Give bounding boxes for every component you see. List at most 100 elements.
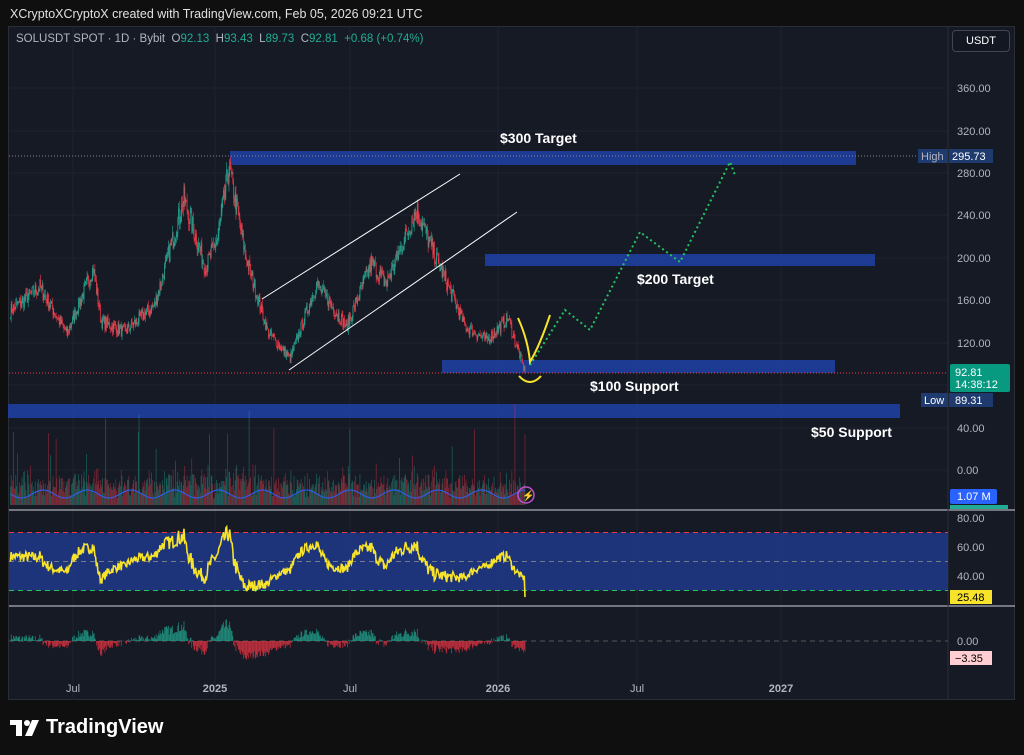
- macd-histogram-bar: [267, 641, 269, 652]
- macd-histogram-bar: [172, 634, 174, 641]
- candle-body: [384, 280, 386, 286]
- macd-histogram-bar: [266, 641, 268, 653]
- candle-body: [210, 253, 211, 258]
- macd-histogram-bar: [464, 641, 466, 650]
- candle-body: [161, 284, 162, 287]
- macd-histogram-bar: [474, 641, 475, 646]
- volume-bar: [285, 472, 286, 505]
- candle-body: [318, 281, 320, 284]
- macd-histogram-bar: [156, 639, 158, 641]
- volume-bar: [487, 493, 489, 505]
- macd-histogram-bar: [222, 624, 224, 641]
- volume-bar: [73, 477, 75, 505]
- candle-body: [241, 224, 242, 231]
- candle-body: [118, 323, 120, 335]
- macd-histogram-bar: [306, 629, 307, 641]
- volume-bar: [127, 479, 128, 505]
- macd-histogram-bar: [104, 641, 106, 653]
- macd-histogram-bar: [413, 629, 415, 641]
- macd-histogram-bar: [440, 641, 442, 648]
- volume-bar: [424, 482, 426, 505]
- volume-bar: [229, 471, 231, 505]
- candle-body: [351, 317, 353, 322]
- candle-body: [435, 261, 437, 264]
- candle-body: [458, 310, 460, 319]
- macd-histogram-bar: [408, 633, 410, 641]
- macd-histogram-bar: [254, 641, 255, 652]
- volume-bar: [314, 486, 316, 505]
- candle-body: [481, 335, 482, 338]
- volume-bar: [75, 473, 76, 505]
- candle-body: [155, 295, 157, 305]
- macd-histogram-bar: [68, 641, 69, 647]
- volume-bar: [64, 492, 65, 505]
- volume-bar: [257, 483, 258, 505]
- macd-histogram-bar: [375, 641, 377, 644]
- volume-bar: [313, 484, 314, 505]
- volume-bar: [262, 483, 264, 505]
- yellow-smile-drawing: [518, 375, 542, 383]
- symbol-name[interactable]: SOLUSDT SPOT · 1D · Bybit: [16, 33, 166, 45]
- macd-histogram-bar: [249, 641, 251, 654]
- volume-bar: [13, 431, 14, 505]
- volume-bar: [437, 482, 439, 505]
- volume-bar: [164, 471, 165, 505]
- volume-bar: [83, 471, 85, 505]
- candle-body: [270, 330, 272, 333]
- macd-histogram-bar: [127, 640, 128, 641]
- macd-histogram-bar: [95, 639, 96, 641]
- macd-histogram-bar: [309, 631, 310, 641]
- candle-body: [107, 317, 109, 324]
- macd-histogram-bar: [325, 641, 327, 642]
- candle-body: [160, 282, 162, 287]
- candle-body: [374, 261, 375, 267]
- macd-histogram-bar: [279, 641, 281, 649]
- macd-histogram-bar: [85, 630, 86, 641]
- volume-bar: [97, 468, 99, 505]
- macd-histogram-bar: [18, 637, 20, 641]
- volume-bar: [440, 491, 442, 505]
- candle-body: [131, 320, 133, 325]
- currency-button[interactable]: USDT: [952, 30, 1010, 52]
- candle-body: [125, 327, 127, 332]
- candle-body: [104, 317, 106, 330]
- candle-body: [232, 171, 234, 181]
- candle-body: [120, 325, 122, 337]
- candle-body: [326, 293, 327, 296]
- macd-histogram-bar: [519, 641, 520, 652]
- macd-histogram-bar: [310, 634, 312, 641]
- volume-bar: [465, 479, 467, 505]
- macd-histogram-bar: [366, 632, 368, 641]
- candle-body: [396, 250, 397, 261]
- volume-bar: [246, 479, 248, 505]
- volume-bar: [203, 473, 205, 505]
- candle-body: [179, 221, 181, 223]
- candle-body: [227, 180, 229, 184]
- volume-bar: [256, 485, 258, 505]
- rsi-tick: 40.00: [957, 571, 985, 583]
- candle-body: [244, 245, 245, 250]
- candle-body: [21, 298, 23, 304]
- volume-bar: [100, 484, 102, 505]
- macd-histogram-bar: [136, 639, 138, 641]
- macd-histogram-bar: [523, 641, 525, 650]
- candle-body: [217, 234, 219, 239]
- candle-body: [452, 289, 454, 293]
- volume-bar: [360, 490, 362, 505]
- macd-histogram-bar: [87, 631, 89, 641]
- macd-histogram-bar: [506, 637, 508, 641]
- candle-body: [447, 280, 448, 291]
- volume-bar: [436, 471, 437, 505]
- volume-bar: [154, 481, 155, 505]
- volume-bar: [21, 477, 23, 505]
- volume-bar: [37, 482, 38, 505]
- macd-histogram-bar: [79, 633, 81, 641]
- candle-body: [484, 333, 486, 340]
- candle-body: [454, 298, 456, 302]
- macd-histogram-bar: [418, 638, 420, 641]
- volume-bar: [463, 485, 465, 505]
- candle-body: [121, 326, 123, 337]
- volume-bar: [327, 471, 328, 505]
- volume-bar: [478, 487, 479, 505]
